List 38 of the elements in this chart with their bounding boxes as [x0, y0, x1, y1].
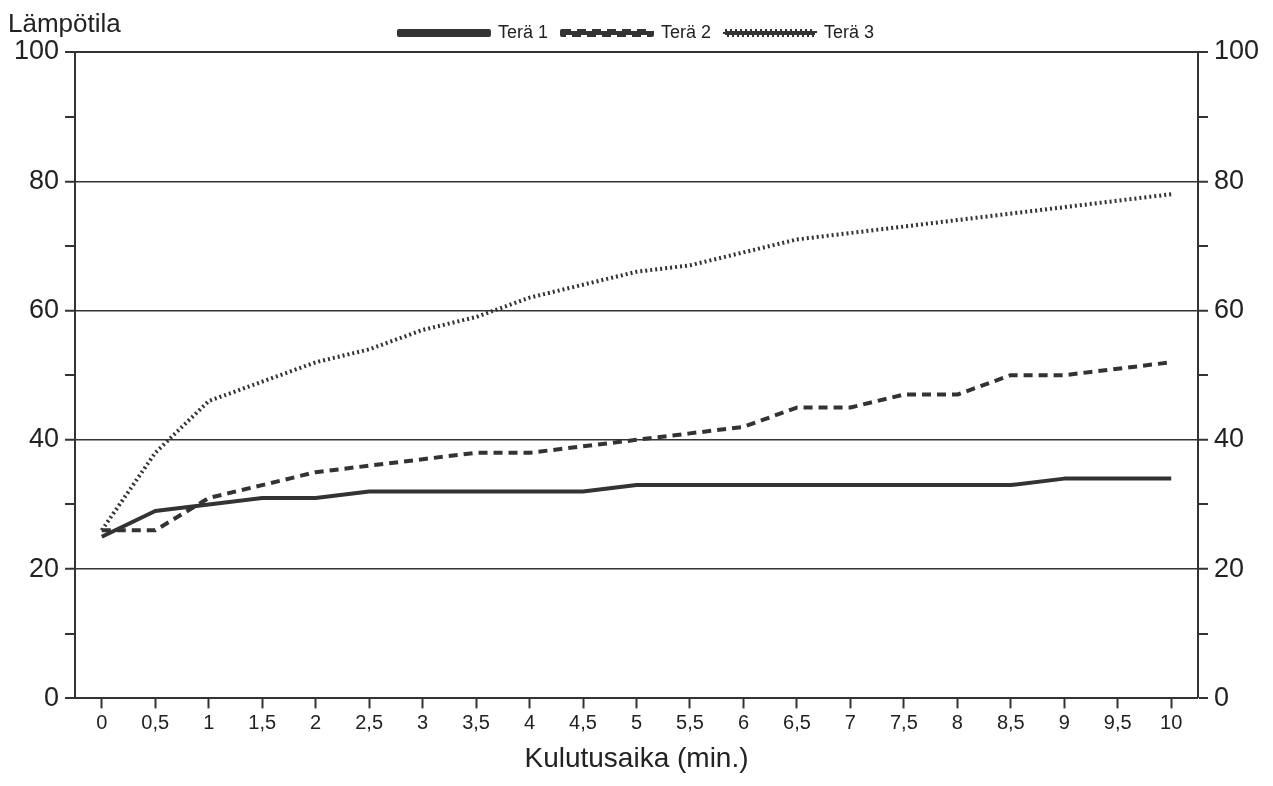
y2-tick-label: 20: [1213, 552, 1244, 583]
y2-tick-label: 80: [1213, 164, 1244, 195]
y-tick-label: 40: [29, 423, 60, 454]
x-tick-label: 9,5: [1103, 710, 1132, 733]
x-tick-label: 1: [203, 710, 215, 733]
x-tick-label: 8: [951, 710, 963, 733]
x-tick-label: 9: [1058, 710, 1070, 733]
x-tick-label: 8,5: [996, 710, 1025, 733]
x-tick-label: 2,5: [355, 710, 384, 733]
y-tick-label: 80: [29, 164, 60, 195]
x-tick-label: 5,5: [676, 710, 704, 733]
legend-label: Terä 2: [660, 21, 712, 42]
x-tick-label: 3,5: [462, 710, 490, 733]
x-tick-label: 10: [1160, 710, 1183, 733]
x-tick-label: 5: [630, 710, 643, 733]
y-tick-label: 60: [29, 294, 60, 325]
y-tick-label: 0: [44, 681, 60, 712]
x-tick-label: 6: [737, 710, 750, 733]
y-tick-label: 20: [29, 552, 60, 583]
x-tick-label: 4,5: [569, 710, 597, 733]
legend-label: Terä 1: [497, 21, 548, 42]
y-tick-label: 100: [13, 35, 60, 66]
x-tick-label: 7: [844, 710, 856, 733]
x-tick-label: 1,5: [248, 710, 277, 733]
y2-tick-label: 0: [1213, 681, 1229, 712]
x-tick-label: 7,5: [889, 710, 918, 733]
x-tick-label: 0: [96, 710, 108, 733]
x-tick-label: 2: [310, 710, 322, 733]
y2-tick-label: 100: [1213, 35, 1260, 66]
x-tick-label: 6,5: [783, 710, 811, 733]
y-axis-title: Lämpötila: [8, 8, 122, 38]
x-tick-label: 4: [523, 710, 536, 733]
y2-tick-label: 60: [1213, 294, 1244, 325]
legend-label: Terä 3: [824, 21, 875, 42]
x-axis-title: Kulutusaika (min.): [524, 741, 749, 773]
x-tick-label: 0,5: [141, 710, 170, 733]
x-tick-label: 3: [417, 710, 429, 733]
y2-tick-label: 40: [1213, 423, 1244, 454]
